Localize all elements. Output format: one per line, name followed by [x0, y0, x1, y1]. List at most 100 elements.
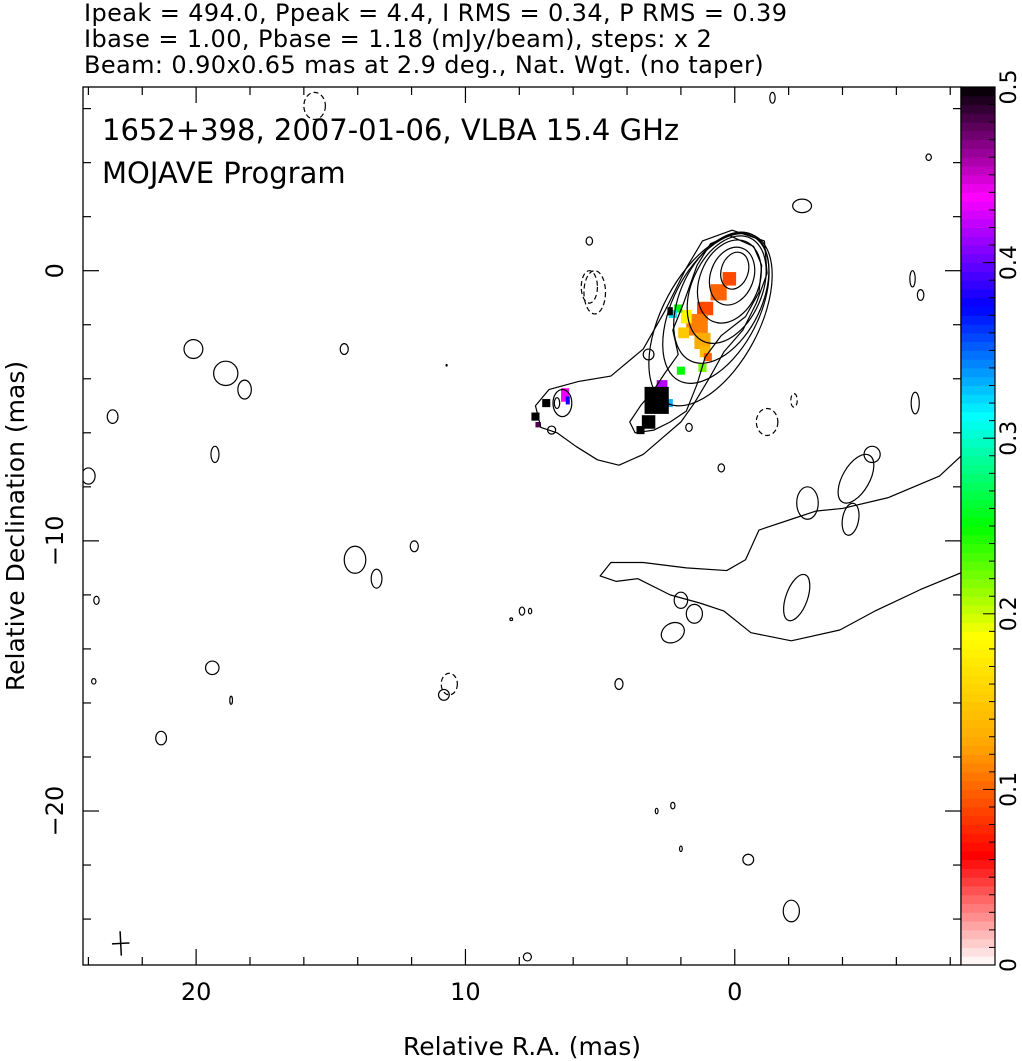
colorbar-band	[961, 517, 995, 527]
noise-contour	[585, 236, 594, 246]
y-axis-label: Relative Declination (mas)	[1, 361, 30, 691]
y-tick-label: −10	[41, 516, 69, 567]
colorbar-band	[961, 411, 995, 422]
polarization-pixels	[531, 272, 737, 435]
pol-pixel	[641, 415, 656, 429]
colorbar-band	[961, 464, 995, 474]
colorbar-band	[961, 201, 995, 211]
pol-pixel	[644, 386, 669, 414]
jet-contour	[629, 234, 763, 434]
colorbar-band	[961, 859, 995, 869]
colorbar-band	[961, 482, 995, 492]
x-tick-label: 20	[181, 978, 212, 1006]
beam-minor-axis	[111, 942, 130, 945]
colorbar-band	[961, 385, 995, 395]
negative-contour	[790, 393, 798, 408]
x-axis-label: Relative R.A. (mas)	[403, 1032, 641, 1061]
noise-contour	[553, 397, 561, 410]
colorbar-band	[961, 157, 995, 167]
noise-contour	[343, 545, 367, 574]
noise-contour	[670, 801, 676, 810]
colorbar-band	[961, 183, 995, 193]
noise-contour	[155, 730, 168, 746]
colorbar-band	[961, 938, 995, 948]
colorbar-band	[961, 403, 995, 413]
noise-contour	[518, 606, 526, 616]
colorbar-band	[961, 885, 995, 896]
colorbar-band	[961, 166, 995, 176]
colorbar-band	[961, 587, 995, 597]
colorbar-tick-label: 0.3	[997, 421, 1022, 456]
pol-pixel	[722, 272, 737, 286]
knot-contour	[552, 388, 573, 418]
x-tick-label: 0	[727, 978, 742, 1006]
header-beam-info: Beam: 0.90x0.65 mas at 2.9 deg., Nat. Wg…	[84, 51, 765, 79]
colorbar-band	[961, 561, 995, 571]
colorbar-band	[961, 227, 995, 237]
pol-pixel	[680, 309, 692, 324]
core-contour	[708, 246, 756, 306]
colorbar-band	[961, 508, 995, 518]
colorbar-tick-label: 0.2	[997, 596, 1022, 631]
y-tick-label: −20	[41, 786, 69, 837]
colorbar-band	[961, 218, 995, 228]
colorbar-band	[961, 850, 995, 861]
colorbar-band	[961, 745, 995, 755]
colorbar-band	[961, 947, 995, 957]
pol-pixel	[636, 426, 645, 435]
pol-pixel	[674, 304, 683, 313]
noise-contour	[678, 845, 683, 853]
colorbar-band	[961, 815, 995, 826]
colorbar-band	[961, 833, 995, 843]
colorbar-band	[961, 675, 995, 685]
noise-contour	[925, 153, 932, 162]
negative-contour	[755, 407, 779, 437]
noise-contour	[527, 607, 533, 615]
colorbar-band	[961, 798, 995, 808]
knot-contour	[863, 445, 881, 464]
colorbar-band	[961, 754, 995, 764]
noise-contour	[654, 807, 659, 815]
colorbar-band	[961, 192, 995, 202]
pol-pixel	[565, 396, 570, 405]
colorbar-band	[961, 657, 995, 667]
colorbar-band	[961, 806, 995, 817]
noise-contour	[106, 409, 119, 424]
colorbar-band	[961, 780, 995, 790]
colorbar-band	[961, 324, 995, 334]
plot-frame	[82, 86, 962, 966]
colorbar-band	[961, 692, 995, 703]
noise-contour	[614, 678, 624, 691]
colorbar-band	[961, 719, 995, 729]
y-tick-label: 0	[41, 263, 69, 278]
colorbar: 0 0.1 0.2 0.3 0.4 0.5	[960, 70, 1022, 972]
colorbar-band	[961, 87, 995, 97]
noise-contour	[445, 363, 448, 367]
colorbar-band	[961, 613, 995, 624]
noise-contour	[83, 467, 96, 485]
colorbar-band	[961, 490, 995, 501]
colorbar-band	[961, 736, 995, 746]
knot-contour	[783, 573, 811, 622]
colorbar-band	[961, 526, 995, 536]
colorbar-band	[961, 842, 995, 852]
pol-pixel	[710, 284, 727, 301]
colorbar-band	[961, 648, 995, 659]
negative-contour	[440, 672, 458, 696]
noise-contour	[769, 91, 776, 104]
colorbar-band	[961, 824, 995, 834]
core-contour	[720, 251, 750, 290]
colorbar-band	[961, 367, 995, 378]
colorbar-band	[961, 605, 995, 615]
noise-contour	[522, 952, 533, 962]
negative-contour	[580, 270, 599, 304]
colorbar-band	[961, 763, 995, 773]
noise-contour	[183, 338, 204, 360]
extended-jet-contour	[599, 455, 961, 642]
colorbar-band	[961, 376, 995, 387]
noise-contour	[509, 617, 514, 622]
knot-contour	[796, 486, 819, 520]
colorbar-band	[961, 288, 995, 299]
knot-contour	[685, 603, 704, 624]
